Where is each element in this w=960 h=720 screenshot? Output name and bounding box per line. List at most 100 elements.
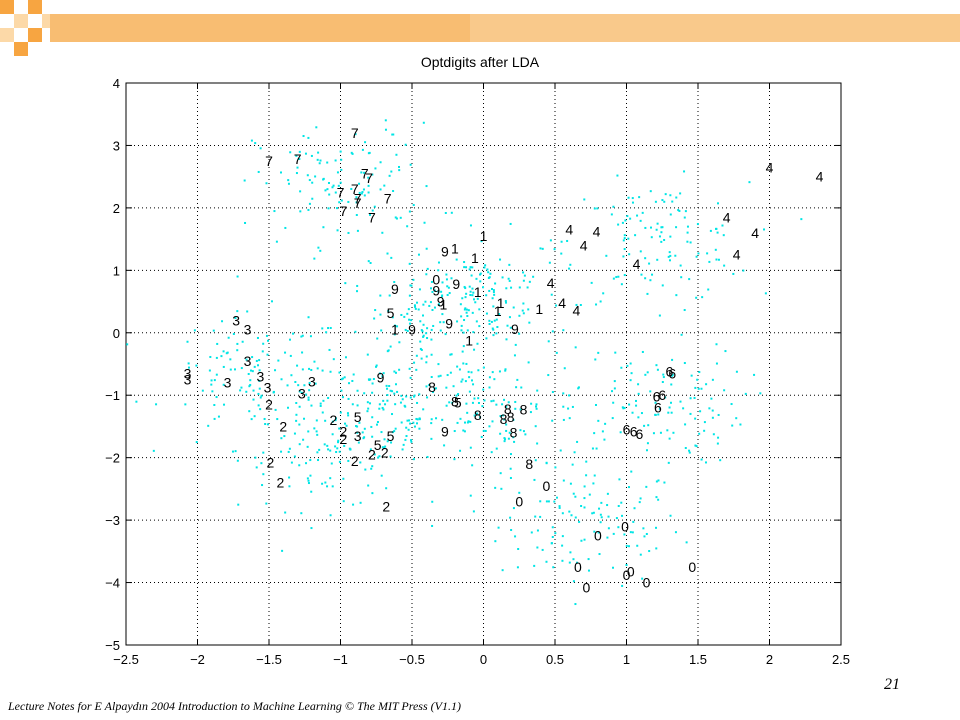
data-point bbox=[266, 353, 269, 356]
data-point bbox=[280, 437, 283, 440]
data-point bbox=[336, 229, 339, 232]
data-point bbox=[562, 479, 565, 482]
data-point bbox=[606, 492, 609, 495]
data-point bbox=[340, 168, 343, 171]
data-point bbox=[422, 314, 425, 317]
data-point bbox=[514, 400, 517, 403]
data-point bbox=[655, 547, 658, 550]
data-point bbox=[645, 532, 648, 535]
data-point bbox=[344, 422, 347, 425]
data-point bbox=[655, 228, 658, 231]
data-point bbox=[672, 431, 675, 434]
data-point bbox=[313, 427, 316, 430]
data-point bbox=[463, 421, 466, 424]
digit-label: 9 bbox=[437, 294, 445, 310]
data-point bbox=[623, 237, 626, 240]
digit-label: 3 bbox=[244, 322, 252, 338]
data-point bbox=[710, 397, 713, 400]
data-point bbox=[669, 514, 672, 517]
data-point bbox=[593, 474, 596, 477]
data-point bbox=[464, 296, 467, 299]
data-point bbox=[530, 531, 533, 534]
data-point bbox=[578, 520, 581, 523]
data-point bbox=[491, 371, 494, 374]
data-point bbox=[574, 516, 577, 519]
data-point bbox=[329, 477, 332, 480]
data-point bbox=[532, 275, 535, 278]
data-point bbox=[611, 390, 614, 393]
data-point bbox=[594, 358, 597, 361]
data-point bbox=[494, 540, 497, 543]
data-point bbox=[344, 282, 347, 285]
data-point bbox=[612, 277, 615, 280]
data-point bbox=[514, 407, 517, 410]
data-point bbox=[251, 370, 254, 373]
data-point bbox=[305, 393, 308, 396]
data-point bbox=[296, 166, 299, 169]
data-point bbox=[334, 159, 337, 162]
data-point bbox=[412, 204, 415, 207]
data-point bbox=[303, 417, 306, 420]
data-point bbox=[606, 536, 609, 539]
data-point bbox=[706, 252, 709, 255]
digit-label: 3 bbox=[224, 375, 232, 391]
data-point bbox=[547, 374, 550, 377]
data-point bbox=[425, 355, 428, 358]
data-point bbox=[302, 135, 305, 138]
data-point bbox=[424, 300, 427, 303]
data-point bbox=[392, 190, 395, 193]
data-point bbox=[328, 348, 331, 351]
data-point bbox=[655, 496, 658, 499]
data-point bbox=[258, 369, 261, 372]
data-point bbox=[410, 319, 413, 322]
data-point bbox=[486, 268, 489, 271]
data-point bbox=[401, 398, 404, 401]
data-point bbox=[618, 478, 621, 481]
data-point bbox=[295, 172, 298, 175]
digit-label: 1 bbox=[451, 240, 459, 256]
data-point bbox=[341, 396, 344, 399]
data-point bbox=[607, 527, 610, 530]
data-point bbox=[373, 453, 376, 456]
digit-label: 7 bbox=[354, 191, 362, 207]
data-point bbox=[307, 479, 310, 482]
data-point bbox=[655, 526, 658, 529]
data-point bbox=[298, 464, 301, 467]
data-point bbox=[380, 474, 383, 477]
data-point bbox=[579, 303, 582, 306]
data-point bbox=[259, 408, 262, 411]
data-point bbox=[472, 510, 475, 513]
digit-label: 5 bbox=[374, 437, 382, 453]
data-point bbox=[412, 421, 415, 424]
data-point bbox=[658, 314, 661, 317]
data-point bbox=[572, 492, 575, 495]
data-point bbox=[283, 435, 286, 438]
data-point bbox=[474, 301, 477, 304]
data-point bbox=[634, 399, 637, 402]
data-point bbox=[310, 490, 313, 493]
data-point bbox=[492, 399, 495, 402]
data-point bbox=[599, 513, 602, 516]
digit-label: 2 bbox=[368, 447, 376, 463]
data-point bbox=[394, 371, 397, 374]
data-point bbox=[332, 184, 335, 187]
data-point bbox=[624, 219, 627, 222]
data-point bbox=[695, 255, 698, 258]
digit-label: 7 bbox=[351, 181, 359, 197]
data-point bbox=[462, 345, 465, 348]
data-point bbox=[547, 340, 550, 343]
data-point bbox=[510, 286, 513, 289]
data-point bbox=[666, 429, 669, 432]
data-point bbox=[577, 386, 580, 389]
data-point bbox=[409, 163, 412, 166]
data-point bbox=[694, 444, 697, 447]
x-tick-label: −0.5 bbox=[399, 652, 425, 667]
data-point bbox=[284, 511, 287, 514]
data-point bbox=[221, 320, 224, 323]
data-point bbox=[695, 445, 698, 448]
data-point bbox=[708, 407, 711, 410]
data-point bbox=[536, 442, 539, 445]
data-point bbox=[311, 197, 314, 200]
data-point bbox=[656, 368, 659, 371]
data-point bbox=[412, 458, 415, 461]
